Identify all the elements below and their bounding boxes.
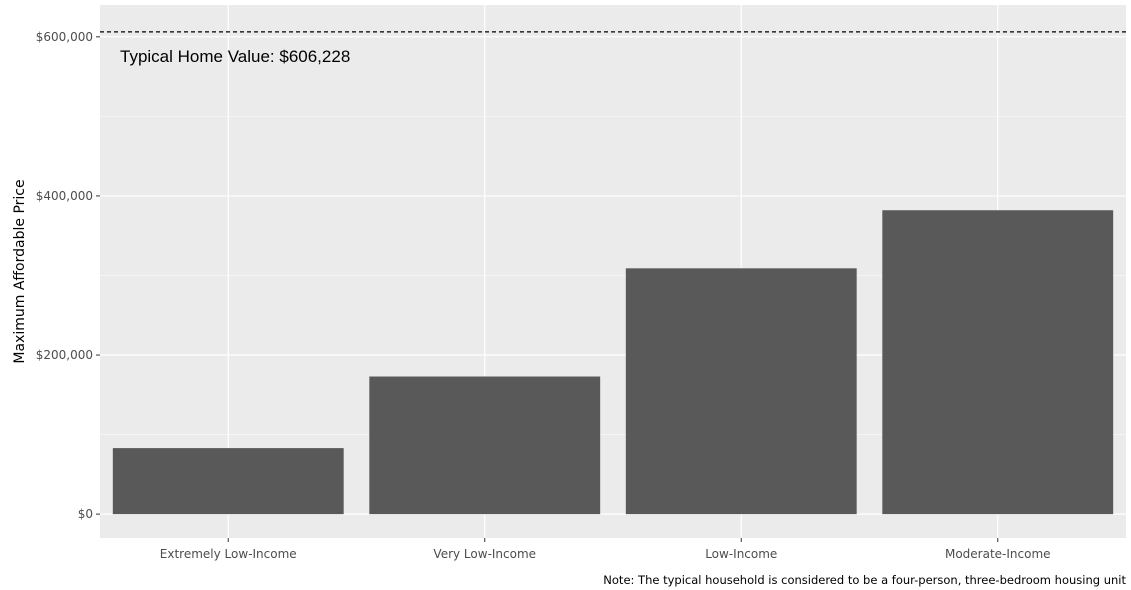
- y-tick-label: $0: [78, 507, 93, 521]
- reference-line-label: Typical Home Value: $606,228: [120, 47, 350, 66]
- x-tick-label: Very Low-Income: [433, 547, 536, 561]
- chart-caption: Note: The typical household is considere…: [603, 573, 1126, 587]
- x-axis-ticks: Extremely Low-Income Very Low-Income Low-I…: [160, 538, 1051, 561]
- bar: [882, 210, 1114, 515]
- y-tick-label: $400,000: [36, 189, 93, 203]
- x-tick-label: Low-Income: [705, 547, 777, 561]
- bar: [369, 376, 601, 515]
- y-axis-ticks: $0 $200,000 $400,000 $600,000: [36, 30, 100, 521]
- x-tick-label: Extremely Low-Income: [160, 547, 297, 561]
- bars: [112, 210, 1114, 515]
- bar: [112, 448, 344, 515]
- y-tick-label: $600,000: [36, 30, 93, 44]
- bar: [625, 268, 857, 515]
- x-tick-label: Moderate-Income: [945, 547, 1051, 561]
- y-axis-title: Maximum Affordable Price: [12, 179, 28, 363]
- y-tick-label: $200,000: [36, 348, 93, 362]
